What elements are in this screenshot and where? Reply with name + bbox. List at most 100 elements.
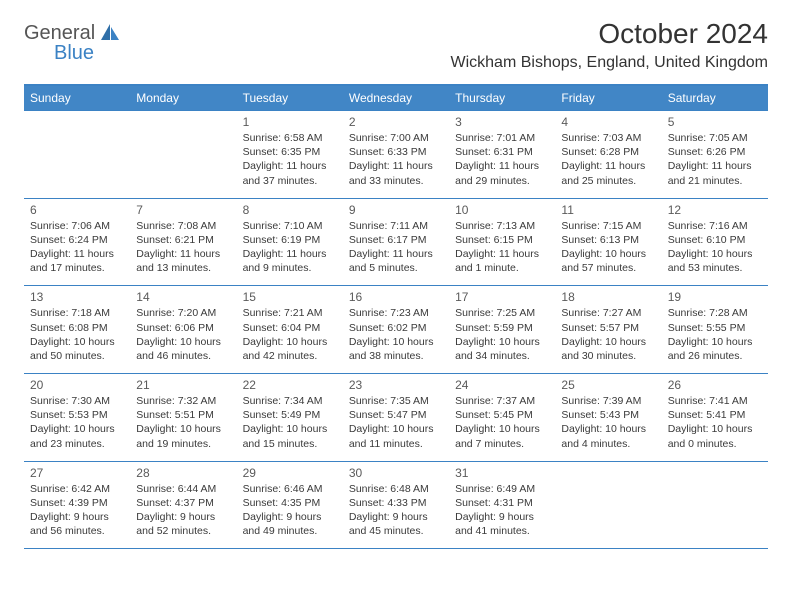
day-number: 26 [668, 378, 762, 392]
sunset: Sunset: 4:31 PM [455, 496, 549, 510]
daylight: Daylight: 9 hours and 52 minutes. [136, 510, 230, 538]
sunrise: Sunrise: 7:37 AM [455, 394, 549, 408]
day-cell: 27Sunrise: 6:42 AMSunset: 4:39 PMDayligh… [24, 461, 130, 549]
day-number: 16 [349, 290, 443, 304]
daylight: Daylight: 10 hours and 46 minutes. [136, 335, 230, 363]
sunset: Sunset: 6:10 PM [668, 233, 762, 247]
day-details: Sunrise: 6:44 AMSunset: 4:37 PMDaylight:… [136, 482, 230, 539]
day-cell: 30 Sunrise: 6:48 AMSunset: 4:33 PMDayligh… [343, 461, 449, 549]
sunset: Sunset: 6:31 PM [455, 145, 549, 159]
sunrise: Sunrise: 7:21 AM [243, 306, 337, 320]
title-block: October 2024 Wickham Bishops, England, U… [451, 18, 769, 72]
day-details: Sunrise: 7:39 AMSunset: 5:43 PMDaylight:… [561, 394, 655, 451]
day-number: 20 [30, 378, 124, 392]
sunset: Sunset: 5:57 PM [561, 321, 655, 335]
daylight: Daylight: 10 hours and 11 minutes. [349, 422, 443, 450]
sunset: Sunset: 5:43 PM [561, 408, 655, 422]
day-cell: 20 Sunrise: 7:30 AMSunset: 5:53 PMDayligh… [24, 374, 130, 462]
sunrise: Sunrise: 7:41 AM [668, 394, 762, 408]
sunset: Sunset: 6:19 PM [243, 233, 337, 247]
day-cell: 12Sunrise: 7:16 AMSunset: 6:10 PMDayligh… [662, 198, 768, 286]
sunrise: Sunrise: 7:15 AM [561, 219, 655, 233]
sunrise: Sunrise: 7:01 AM [455, 131, 549, 145]
sunrise: Sunrise: 7:28 AM [668, 306, 762, 320]
day-cell: 24Sunrise: 7:37 AMSunset: 5:45 PMDayligh… [449, 374, 555, 462]
sunset: Sunset: 6:13 PM [561, 233, 655, 247]
dow-saturday: Saturday [662, 85, 768, 111]
day-number: 25 [561, 378, 655, 392]
day-cell: 18Sunrise: 7:27 AMSunset: 5:57 PMDayligh… [555, 286, 661, 374]
day-number: 8 [243, 203, 337, 217]
day-number: 1 [243, 115, 337, 129]
location: Wickham Bishops, England, United Kingdom [451, 54, 769, 72]
day-cell: 25 Sunrise: 7:39 AMSunset: 5:43 PMDayligh… [555, 374, 661, 462]
day-cell: 14Sunrise: 7:20 AMSunset: 6:06 PMDayligh… [130, 286, 236, 374]
day-details: Sunrise: 7:21 AMSunset: 6:04 PMDaylight:… [243, 306, 337, 363]
day-cell: 23 Sunrise: 7:35 AMSunset: 5:47 PMDayligh… [343, 374, 449, 462]
week-row: 13Sunrise: 7:18 AMSunset: 6:08 PMDayligh… [24, 286, 768, 374]
daylight: Daylight: 11 hours and 9 minutes. [243, 247, 337, 275]
sunset: Sunset: 4:39 PM [30, 496, 124, 510]
day-cell: 3Sunrise: 7:01 AMSunset: 6:31 PMDaylight… [449, 111, 555, 199]
day-details: Sunrise: 7:16 AMSunset: 6:10 PMDaylight:… [668, 219, 762, 276]
header: General October 2024 Wickham Bishops, En… [24, 18, 768, 72]
sunset: Sunset: 6:04 PM [243, 321, 337, 335]
sunset: Sunset: 6:24 PM [30, 233, 124, 247]
sunrise: Sunrise: 7:16 AM [668, 219, 762, 233]
day-details: Sunrise: 7:10 AMSunset: 6:19 PMDaylight:… [243, 219, 337, 276]
dow-wednesday: Wednesday [343, 85, 449, 111]
daylight: Daylight: 11 hours and 1 minute. [455, 247, 549, 275]
dow-monday: Monday [130, 85, 236, 111]
daylight: Daylight: 10 hours and 34 minutes. [455, 335, 549, 363]
day-details: Sunrise: 7:30 AMSunset: 5:53 PMDaylight:… [30, 394, 124, 451]
sunrise: Sunrise: 7:23 AM [349, 306, 443, 320]
day-cell: 17Sunrise: 7:25 AMSunset: 5:59 PMDayligh… [449, 286, 555, 374]
sunrise: Sunrise: 7:00 AM [349, 131, 443, 145]
sunset: Sunset: 6:26 PM [668, 145, 762, 159]
dow-thursday: Thursday [449, 85, 555, 111]
sunrise: Sunrise: 7:11 AM [349, 219, 443, 233]
week-row: 27Sunrise: 6:42 AMSunset: 4:39 PMDayligh… [24, 461, 768, 549]
sunset: Sunset: 5:55 PM [668, 321, 762, 335]
daylight: Daylight: 11 hours and 33 minutes. [349, 159, 443, 187]
sunrise: Sunrise: 6:49 AM [455, 482, 549, 496]
sunrise: Sunrise: 6:58 AM [243, 131, 337, 145]
day-number: 29 [243, 466, 337, 480]
day-cell: 28 Sunrise: 6:44 AMSunset: 4:37 PMDayligh… [130, 461, 236, 549]
day-cell: 4Sunrise: 7:03 AMSunset: 6:28 PMDaylight… [555, 111, 661, 199]
daylight: Daylight: 11 hours and 13 minutes. [136, 247, 230, 275]
daylight: Daylight: 11 hours and 25 minutes. [561, 159, 655, 187]
day-details: Sunrise: 6:58 AMSunset: 6:35 PMDaylight:… [243, 131, 337, 188]
day-number: 28 [136, 466, 230, 480]
day-cell: 6Sunrise: 7:06 AMSunset: 6:24 PMDaylight… [24, 198, 130, 286]
sunset: Sunset: 4:37 PM [136, 496, 230, 510]
sunrise: Sunrise: 7:06 AM [30, 219, 124, 233]
day-number: 30 [349, 466, 443, 480]
day-cell: 7Sunrise: 7:08 AMSunset: 6:21 PMDaylight… [130, 198, 236, 286]
daylight: Daylight: 10 hours and 38 minutes. [349, 335, 443, 363]
day-details: Sunrise: 7:03 AMSunset: 6:28 PMDaylight:… [561, 131, 655, 188]
day-details: Sunrise: 7:41 AMSunset: 5:41 PMDaylight:… [668, 394, 762, 451]
day-details: Sunrise: 6:48 AMSunset: 4:33 PMDaylight:… [349, 482, 443, 539]
sunset: Sunset: 6:08 PM [30, 321, 124, 335]
daylight: Daylight: 10 hours and 42 minutes. [243, 335, 337, 363]
day-number: 23 [349, 378, 443, 392]
logo-sail-icon [99, 22, 121, 45]
day-cell: 15Sunrise: 7:21 AMSunset: 6:04 PMDayligh… [237, 286, 343, 374]
daylight: Daylight: 9 hours and 56 minutes. [30, 510, 124, 538]
sunset: Sunset: 5:51 PM [136, 408, 230, 422]
sunset: Sunset: 5:47 PM [349, 408, 443, 422]
day-number: 19 [668, 290, 762, 304]
sunset: Sunset: 6:17 PM [349, 233, 443, 247]
day-details: Sunrise: 6:46 AMSunset: 4:35 PMDaylight:… [243, 482, 337, 539]
day-number: 10 [455, 203, 549, 217]
day-details: Sunrise: 7:32 AMSunset: 5:51 PMDaylight:… [136, 394, 230, 451]
day-details: Sunrise: 7:35 AMSunset: 5:47 PMDaylight:… [349, 394, 443, 451]
week-row: 6Sunrise: 7:06 AMSunset: 6:24 PMDaylight… [24, 198, 768, 286]
day-cell: 2Sunrise: 7:00 AMSunset: 6:33 PMDaylight… [343, 111, 449, 199]
days-of-week-row: Sunday Monday Tuesday Wednesday Thursday… [24, 85, 768, 111]
day-number: 7 [136, 203, 230, 217]
sunrise: Sunrise: 7:25 AM [455, 306, 549, 320]
sunset: Sunset: 5:49 PM [243, 408, 337, 422]
day-cell: 26 Sunrise: 7:41 AMSunset: 5:41 PMDayligh… [662, 374, 768, 462]
